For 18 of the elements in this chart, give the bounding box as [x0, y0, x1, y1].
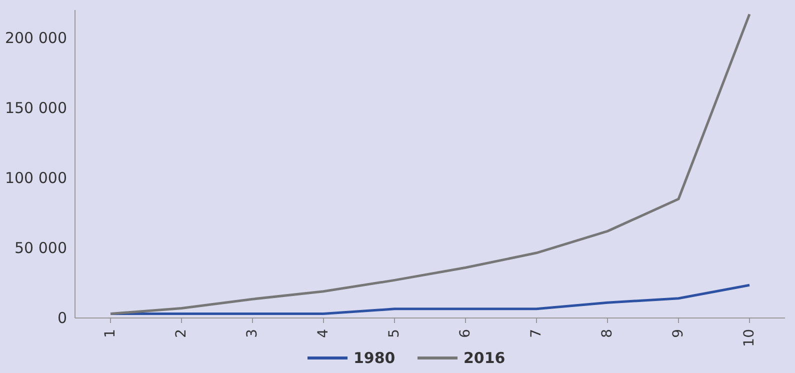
- x-tick-label: 4: [316, 328, 332, 338]
- x-tick-label: 5: [386, 329, 403, 338]
- x-tick-label: 7: [528, 329, 545, 338]
- legend-label: 1980: [354, 349, 396, 367]
- y-tick-label: 150 000: [4, 98, 67, 117]
- x-tick-label: 10: [742, 329, 758, 347]
- y-tick-label: 100 000: [4, 168, 67, 187]
- x-tick-label: 3: [244, 329, 261, 338]
- y-tick-label: 0: [57, 308, 67, 327]
- x-tick-label: 8: [600, 329, 616, 338]
- legend-label: 2016: [464, 349, 506, 367]
- x-tick-label: 9: [670, 329, 687, 338]
- x-tick-label: 1: [102, 329, 119, 338]
- x-tick-label: 2: [174, 329, 190, 338]
- y-tick-label: 200 000: [4, 28, 67, 47]
- y-tick-label: 50 000: [14, 238, 67, 257]
- line-series: [109, 12, 751, 316]
- x-tick-label: 6: [458, 328, 474, 338]
